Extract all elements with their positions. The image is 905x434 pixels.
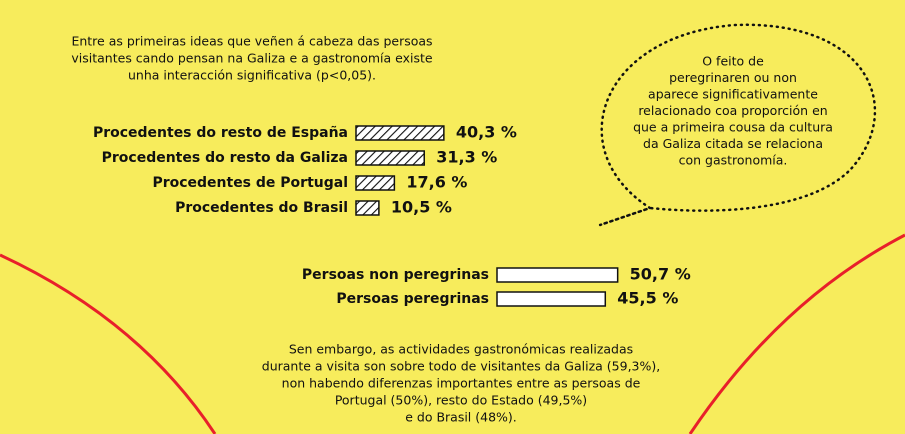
callout-text: aparece significativamente <box>648 87 818 102</box>
value-label: 17,6 % <box>406 173 467 192</box>
value-label: 10,5 % <box>391 198 452 217</box>
footer-text: e do Brasil (48%). <box>405 410 517 425</box>
bar <box>355 150 425 166</box>
intro-text: Entre as primeiras ideas que veñen á cab… <box>71 34 432 49</box>
bar <box>355 175 396 191</box>
footer-text: non habendo diferenzas importantes entre… <box>282 376 641 391</box>
intro-text: unha interacción significativa (p<0,05). <box>128 68 376 83</box>
bar <box>496 267 619 283</box>
footer-text: Sen embargo, as actividades gastronómica… <box>289 342 633 357</box>
category-label: Procedentes do resto de España <box>93 125 348 141</box>
category-label: Persoas non peregrinas <box>302 267 489 283</box>
callout-text: O feito de <box>702 54 764 69</box>
intro-text: visitantes cando pensan na Galiza e a ga… <box>71 51 433 66</box>
category-label: Procedentes do resto da Galiza <box>102 150 348 166</box>
speech-bubble <box>599 23 877 227</box>
category-label: Persoas peregrinas <box>336 291 489 307</box>
callout-text: da Galiza citada se relaciona <box>643 136 823 151</box>
callout-text: que a primeira cousa da cultura <box>633 120 833 135</box>
value-label: 40,3 % <box>456 123 517 142</box>
value-label: 50,7 % <box>630 265 691 284</box>
value-label: 31,3 % <box>436 148 497 167</box>
circle-edge <box>0 253 217 434</box>
callout-text: peregrinaren ou non <box>669 70 797 85</box>
circle-edge <box>688 233 905 434</box>
value-label: 45,5 % <box>617 289 678 308</box>
footer-text: durante a visita son sobre todo de visit… <box>262 359 660 374</box>
category-label: Procedentes de Portugal <box>152 175 348 191</box>
callout-text: relacionado coa proporción en <box>638 103 827 118</box>
bar <box>496 291 607 307</box>
callout-text: con gastronomía. <box>679 153 788 168</box>
footer-text: Portugal (50%), resto do Estado (49,5%) <box>335 393 587 408</box>
bar <box>355 200 380 216</box>
category-label: Procedentes do Brasil <box>175 200 348 216</box>
bar <box>355 125 445 141</box>
